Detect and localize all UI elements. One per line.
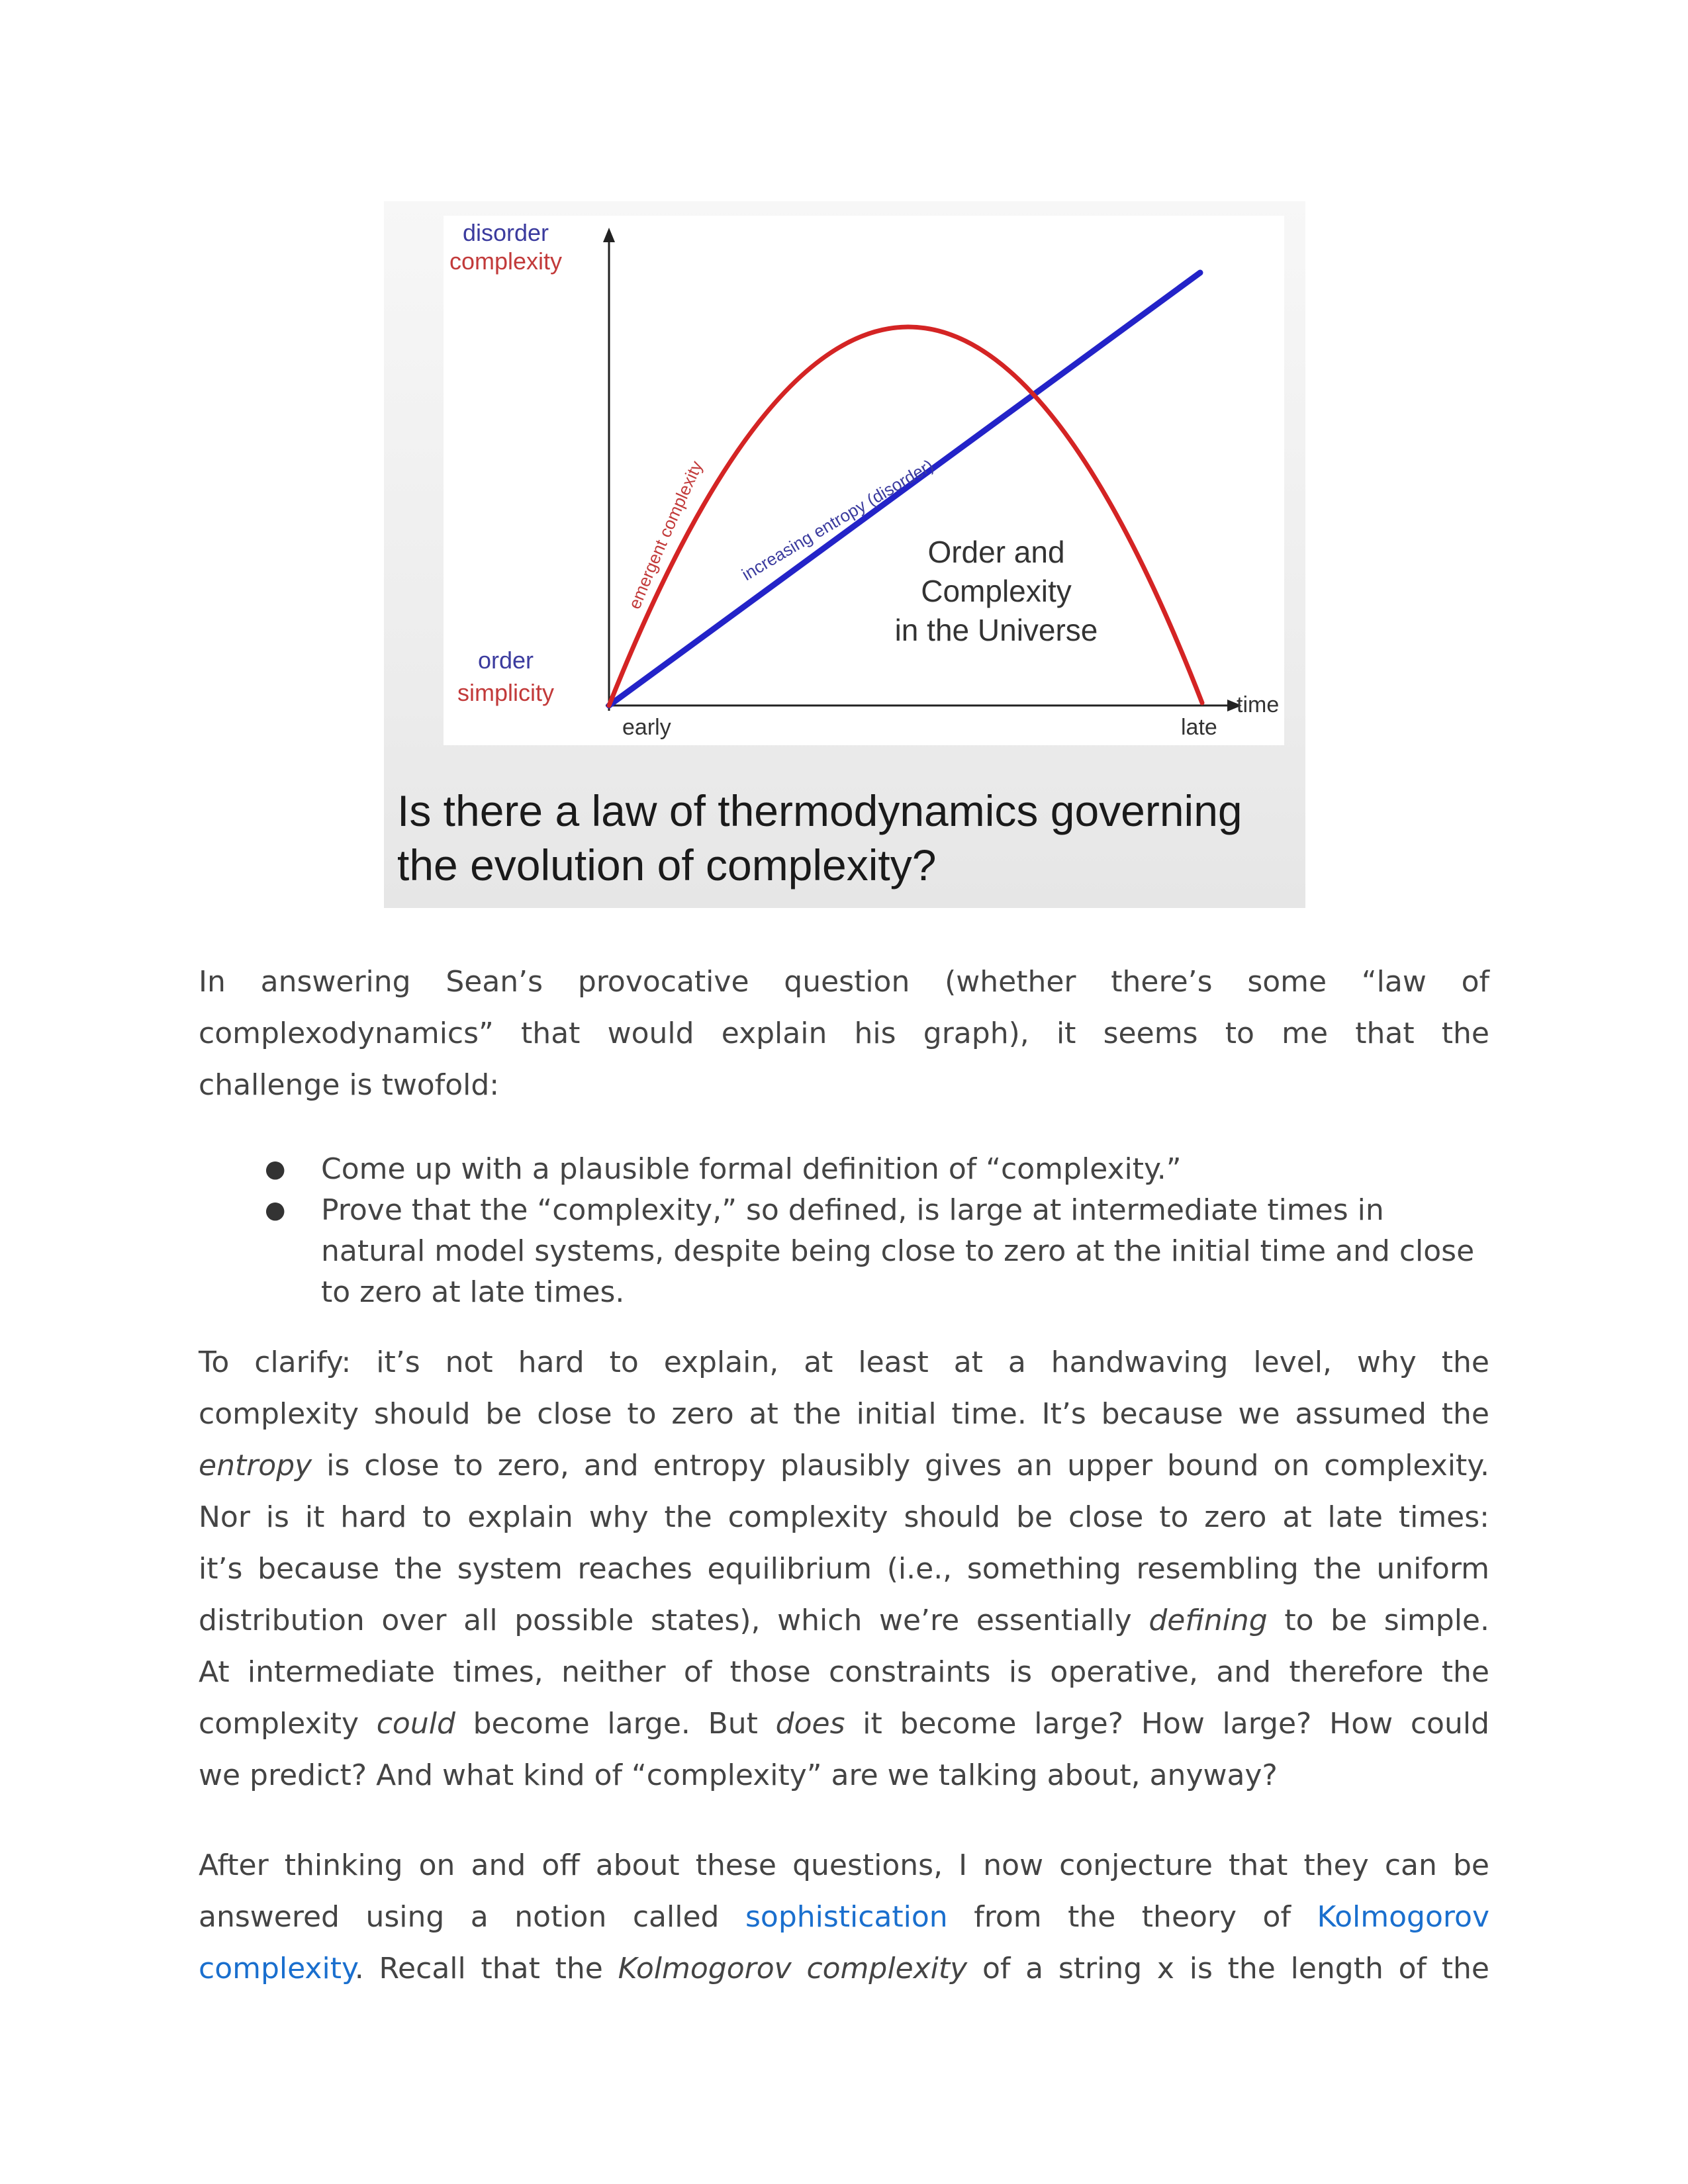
paragraph-clarify: To clarify: it’s not hard to explain, at… xyxy=(199,1337,1489,1801)
plot-area xyxy=(444,216,1284,745)
caption-line-2: the evolution of complexity? xyxy=(397,841,937,889)
inner-title-line2: Complexity xyxy=(921,574,1072,608)
bullet-list: ● Come up with a plausible formal defini… xyxy=(265,1149,1489,1313)
para2-line3-rest: is close to zero, and entropy plausibly … xyxy=(312,1449,1489,1482)
para3-line2-b: from the theory of xyxy=(947,1900,1317,1934)
complexity-chart: emergent complexity increasing entropy (… xyxy=(449,219,1279,740)
x-label-early: early xyxy=(622,715,671,740)
complexity-curve xyxy=(606,324,1205,708)
paragraph-intro: In answering Sean’s provocative question… xyxy=(199,956,1489,1111)
entropy-line xyxy=(606,269,1203,709)
bullet-icon: ● xyxy=(265,1197,286,1224)
para2-line8-a: complexity xyxy=(199,1707,377,1741)
para3-line2-a: answered using a notion called xyxy=(199,1900,745,1934)
para2-line9: we predict? And what kind of “complexity… xyxy=(199,1758,1278,1792)
blue-curve-label: increasing entropy (disorder) xyxy=(738,455,937,584)
y-label-disorder: disorder xyxy=(463,219,549,246)
y-label-simplicity: simplicity xyxy=(457,679,554,706)
list-item: ● Come up with a plausible formal defini… xyxy=(265,1149,1489,1190)
emphasis-could: could xyxy=(376,1707,455,1741)
para2-line7: At intermediate times, neither of those … xyxy=(199,1655,1489,1689)
para2-line8: complexity could become large. But does … xyxy=(199,1698,1489,1750)
para2-line8-b: become large. But xyxy=(455,1707,776,1741)
link-sophistication[interactable]: sophistication xyxy=(745,1900,948,1934)
emphasis-defining: defining xyxy=(1149,1604,1268,1637)
para2-line4: Nor is it hard to explain why the comple… xyxy=(199,1500,1489,1534)
para2-line6-a: distribution over all possible states), … xyxy=(199,1604,1149,1637)
caption-line-1: Is there a law of thermodynamics governi… xyxy=(397,786,1243,835)
para3-line3-a: . Recall that the xyxy=(354,1952,618,1985)
para2-line6: distribution over all possible states), … xyxy=(199,1595,1489,1647)
x-label-late: late xyxy=(1181,715,1217,740)
para3-line3: complexity. Recall that the Kolmogorov c… xyxy=(199,1943,1489,1995)
para1-line2: complexodynamics” that would explain his… xyxy=(199,1017,1489,1050)
para2-line6-b: to be simple. xyxy=(1267,1604,1489,1637)
y-label-complexity: complexity xyxy=(449,248,562,275)
para3-line1: After thinking on and off about these qu… xyxy=(199,1848,1489,1882)
para2-line5: it’s because the system reaches equilibr… xyxy=(199,1552,1489,1586)
y-label-order: order xyxy=(478,647,534,674)
inner-title-line1: Order and xyxy=(927,535,1064,569)
link-kolmogorov-complexity[interactable]: Kolmogorov xyxy=(1317,1900,1489,1934)
bullet-text: Prove that the “complexity,” so defined,… xyxy=(321,1193,1475,1309)
para2-line1: To clarify: it’s not hard to explain, at… xyxy=(199,1345,1489,1379)
para1-line1: In answering Sean’s provocative question… xyxy=(199,965,1489,999)
bullet-icon: ● xyxy=(265,1156,286,1183)
y-axis-arrow xyxy=(603,228,615,242)
link-kolmogorov-complexity-cont[interactable]: complexity xyxy=(199,1952,355,1985)
figure-caption: Is there a law of thermodynamics governi… xyxy=(397,784,1297,892)
para2-line2: complexity should be close to zero at th… xyxy=(199,1397,1489,1431)
red-curve-label: emergent complexity xyxy=(624,458,706,612)
emphasis-does: does xyxy=(775,1707,845,1741)
inner-title-line3: in the Universe xyxy=(895,613,1098,647)
para3-line3-b: of a string x is the length of the xyxy=(967,1952,1489,1985)
x-axis-time-label: time xyxy=(1237,692,1279,717)
para2-line8-c: it become large? How large? How could xyxy=(845,1707,1490,1741)
bullet-text: Come up with a plausible formal definiti… xyxy=(321,1152,1182,1186)
complexity-figure: emergent complexity increasing entropy (… xyxy=(384,201,1305,908)
paragraph-conjecture: After thinking on and off about these qu… xyxy=(199,1840,1489,1995)
x-axis-arrow xyxy=(1227,700,1242,711)
emphasis-kolmogorov-complexity: Kolmogorov complexity xyxy=(618,1952,968,1985)
emphasis-entropy: entropy xyxy=(199,1449,312,1482)
list-item: ● Prove that the “complexity,” so define… xyxy=(265,1190,1489,1313)
para2-line3: entropy is close to zero, and entropy pl… xyxy=(199,1440,1489,1492)
para3-line2: answered using a notion called sophistic… xyxy=(199,1891,1489,1943)
para1-line3: challenge is twofold: xyxy=(199,1068,500,1102)
